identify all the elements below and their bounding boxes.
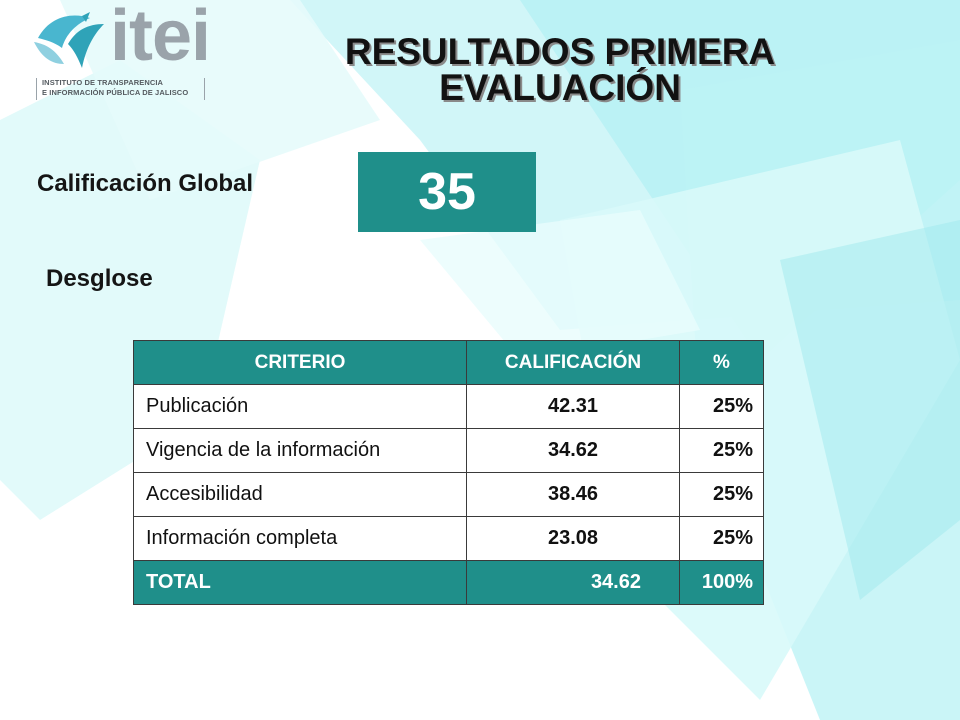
table-row: Accesibilidad 38.46 25%: [133, 472, 764, 517]
total-percent-cell: 100%: [679, 560, 764, 605]
table-row: Publicación 42.31 25%: [133, 384, 764, 429]
itei-logo-mark-icon: [34, 12, 104, 68]
page-title: RESULTADOS PRIMERA EVALUACIÓN: [260, 31, 860, 108]
logo-subtitle-line2: E INFORMACIÓN PÚBLICA DE JALISCO: [42, 88, 189, 97]
column-header-criterion: CRITERIO: [133, 340, 467, 385]
percent-cell: 25%: [679, 428, 764, 473]
page-title-line2: EVALUACIÓN: [439, 67, 681, 108]
logo-wordmark: itei: [110, 0, 211, 76]
logo-divider-left: [36, 78, 37, 100]
logo-subtitle-line1: INSTITUTO DE TRANSPARENCIA: [42, 78, 164, 87]
global-score-label: Calificación Global: [37, 170, 254, 197]
column-header-score: CALIFICACIÓN: [466, 340, 680, 385]
percent-cell: 25%: [679, 384, 764, 429]
score-cell: 23.08: [466, 516, 680, 561]
table-header-row: CRITERIO CALIFICACIÓN %: [133, 340, 764, 385]
breakdown-label: Desglose: [46, 265, 153, 292]
total-score-cell: 34.62: [466, 560, 680, 605]
total-row: TOTAL 34.62 100%: [133, 560, 764, 605]
column-header-percent: %: [679, 340, 764, 385]
criterion-cell: Publicación: [133, 384, 467, 429]
criterion-cell: Información completa: [133, 516, 467, 561]
table-row: Información completa 23.08 25%: [133, 516, 764, 561]
logo-divider-right: [204, 78, 205, 100]
criterion-cell: Accesibilidad: [133, 472, 467, 517]
itei-logo: itei INSTITUTO DE TRANSPARENCIA E INFORM…: [28, 0, 218, 100]
score-cell: 38.46: [466, 472, 680, 517]
score-cell: 42.31: [466, 384, 680, 429]
percent-cell: 25%: [679, 516, 764, 561]
criterion-cell: Vigencia de la información: [133, 428, 467, 473]
score-cell: 34.62: [466, 428, 680, 473]
percent-cell: 25%: [679, 472, 764, 517]
total-label-cell: TOTAL: [133, 560, 467, 605]
global-score-value: 35: [358, 152, 536, 232]
table-row: Vigencia de la información 34.62 25%: [133, 428, 764, 473]
page-title-line1: RESULTADOS PRIMERA: [344, 31, 776, 72]
logo-subtitle: INSTITUTO DE TRANSPARENCIA E INFORMACIÓN…: [42, 78, 204, 98]
results-table: CRITERIO CALIFICACIÓN % Publicación 42.3…: [133, 340, 764, 605]
